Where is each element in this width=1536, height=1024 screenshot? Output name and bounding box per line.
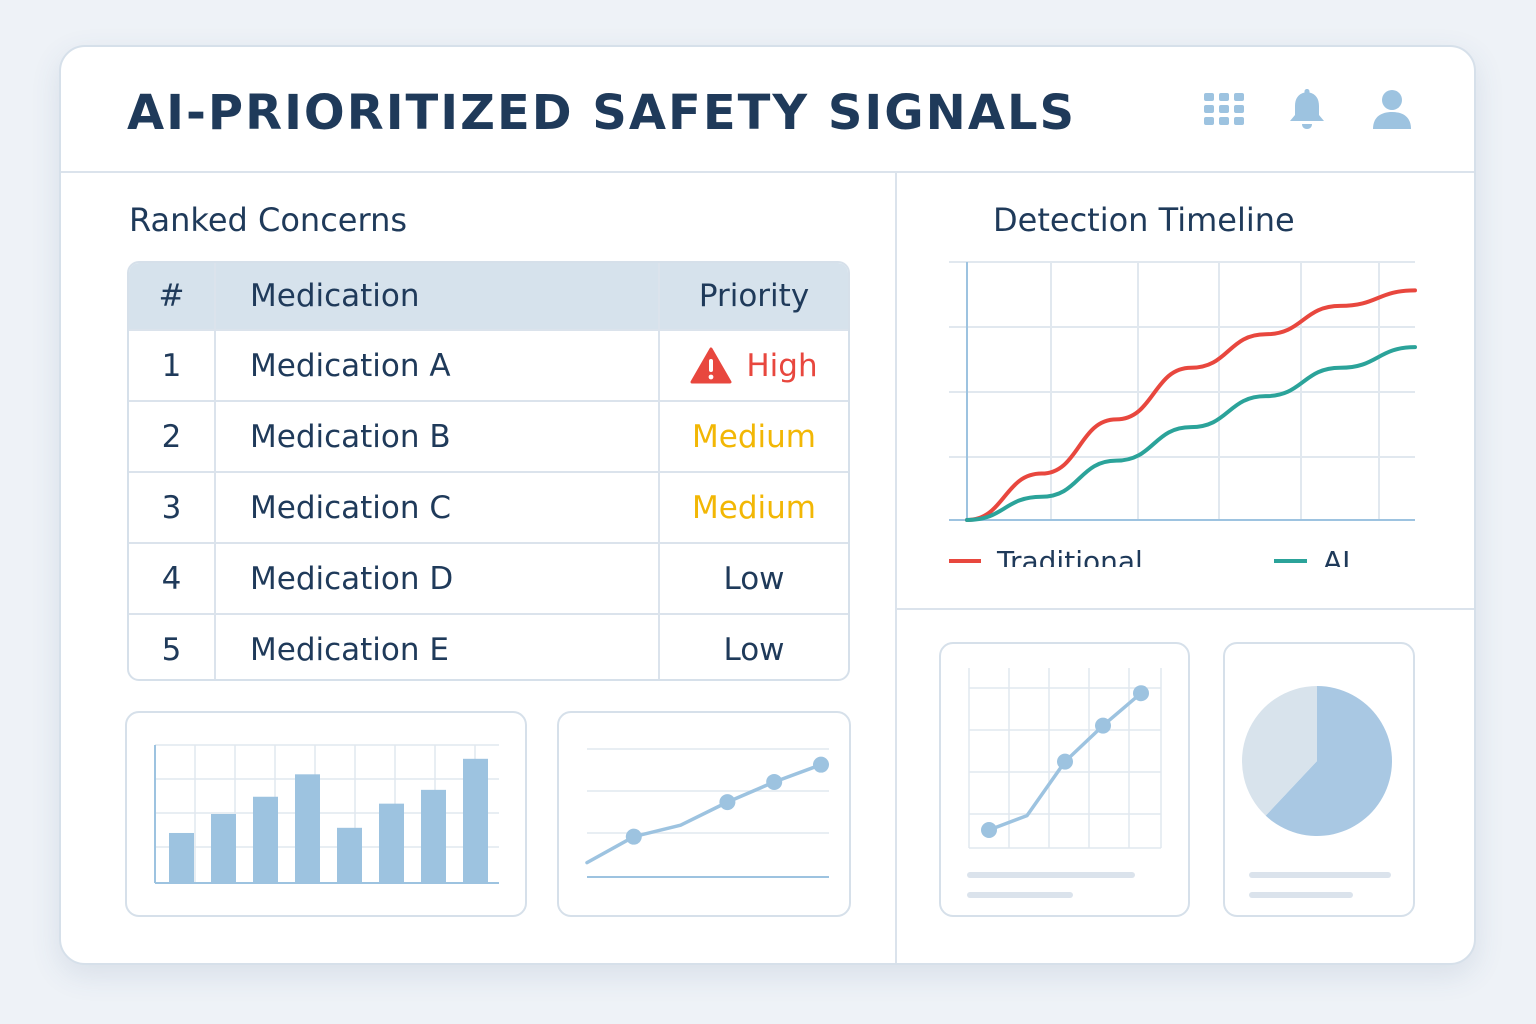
series-line bbox=[585, 762, 823, 865]
medication-name: Medication A bbox=[250, 347, 451, 384]
row-number: 1 bbox=[161, 347, 182, 384]
legend-label-traditional: Traditional bbox=[996, 545, 1143, 567]
medication-name: Medication B bbox=[250, 418, 451, 455]
mini-line-chart-card[interactable] bbox=[557, 711, 851, 917]
priority-label: High bbox=[746, 347, 818, 384]
warning-icon bbox=[690, 347, 732, 383]
timeline-legend: Traditional AI bbox=[949, 545, 1350, 567]
legend-label-ai: AI bbox=[1323, 545, 1350, 567]
mini-pie-chart bbox=[1242, 686, 1392, 898]
data-point bbox=[625, 828, 642, 845]
placeholder-text-line bbox=[967, 892, 1073, 898]
medication-name: Medication E bbox=[250, 631, 449, 668]
bar bbox=[379, 803, 404, 883]
page-title: AI-PRIORITIZED SAFETY SIGNALS bbox=[127, 85, 1077, 141]
table-column-divider bbox=[658, 263, 660, 679]
ranked-concerns-title: Ranked Concerns bbox=[129, 201, 408, 239]
data-point bbox=[719, 794, 736, 811]
table-row[interactable]: 4 Medication D Low bbox=[129, 542, 848, 613]
user-icon[interactable] bbox=[1370, 87, 1414, 131]
trend-card[interactable] bbox=[939, 642, 1190, 917]
priority-label: Medium bbox=[692, 489, 816, 526]
detection-timeline-chart: Traditional AI bbox=[949, 261, 1417, 567]
apps-grid-icon[interactable] bbox=[1202, 87, 1246, 131]
series-line-traditional bbox=[965, 288, 1417, 522]
pie-card[interactable] bbox=[1223, 642, 1415, 917]
table-row[interactable]: 1 Medication A High bbox=[129, 329, 848, 400]
bell-icon[interactable] bbox=[1285, 87, 1329, 131]
row-number: 2 bbox=[161, 418, 182, 455]
row-divider bbox=[897, 608, 1474, 610]
data-point bbox=[981, 822, 997, 838]
mini-bar-chart bbox=[154, 744, 499, 884]
table-row[interactable]: 5 Medication E Low bbox=[129, 613, 848, 679]
bar bbox=[421, 789, 446, 883]
ranked-concerns-table: # Medication Priority 1 Medication A Hig… bbox=[127, 261, 850, 681]
table-row[interactable]: 2 Medication B Medium bbox=[129, 400, 848, 471]
detection-timeline-title: Detection Timeline bbox=[993, 201, 1295, 239]
pie-slice bbox=[1242, 686, 1317, 816]
mini-trend-chart bbox=[967, 668, 1162, 898]
data-point bbox=[1095, 717, 1111, 734]
bar bbox=[337, 827, 362, 883]
table-header-row: # Medication Priority bbox=[129, 263, 848, 329]
priority-cell: High bbox=[658, 331, 848, 400]
column-divider bbox=[895, 171, 897, 963]
data-point bbox=[1133, 685, 1149, 702]
placeholder-text-line bbox=[1249, 892, 1353, 898]
bar bbox=[169, 832, 194, 883]
bar bbox=[253, 796, 278, 883]
medication-name: Medication D bbox=[250, 560, 454, 597]
medication-name: Medication C bbox=[250, 489, 452, 526]
column-header-priority[interactable]: Priority bbox=[698, 278, 810, 314]
row-number: 5 bbox=[161, 631, 182, 668]
priority-label: Low bbox=[723, 560, 785, 597]
data-point bbox=[1057, 753, 1073, 770]
data-point bbox=[766, 773, 783, 790]
bar bbox=[211, 814, 236, 883]
mini-line-chart bbox=[585, 748, 829, 878]
dashboard-window: AI-PRIORITIZED SAFETY SIGNALS Ranked Con… bbox=[59, 45, 1476, 965]
table-row[interactable]: 3 Medication C Medium bbox=[129, 471, 848, 542]
priority-label: Medium bbox=[692, 418, 816, 455]
bar bbox=[295, 774, 320, 883]
column-header-medication[interactable]: Medication bbox=[250, 278, 420, 314]
priority-label: Low bbox=[723, 631, 785, 668]
bar bbox=[463, 758, 488, 883]
placeholder-text-line bbox=[1249, 872, 1391, 878]
row-number: 4 bbox=[161, 560, 182, 597]
mini-bar-chart-card[interactable] bbox=[125, 711, 527, 917]
series-line-ai bbox=[965, 345, 1417, 522]
data-point bbox=[813, 756, 829, 773]
header-bar: AI-PRIORITIZED SAFETY SIGNALS bbox=[61, 47, 1474, 173]
placeholder-text-line bbox=[967, 872, 1135, 878]
pie-slice bbox=[1265, 686, 1392, 836]
row-number: 3 bbox=[161, 489, 182, 526]
column-header-number[interactable]: # bbox=[158, 278, 185, 314]
table-column-divider bbox=[214, 263, 216, 679]
